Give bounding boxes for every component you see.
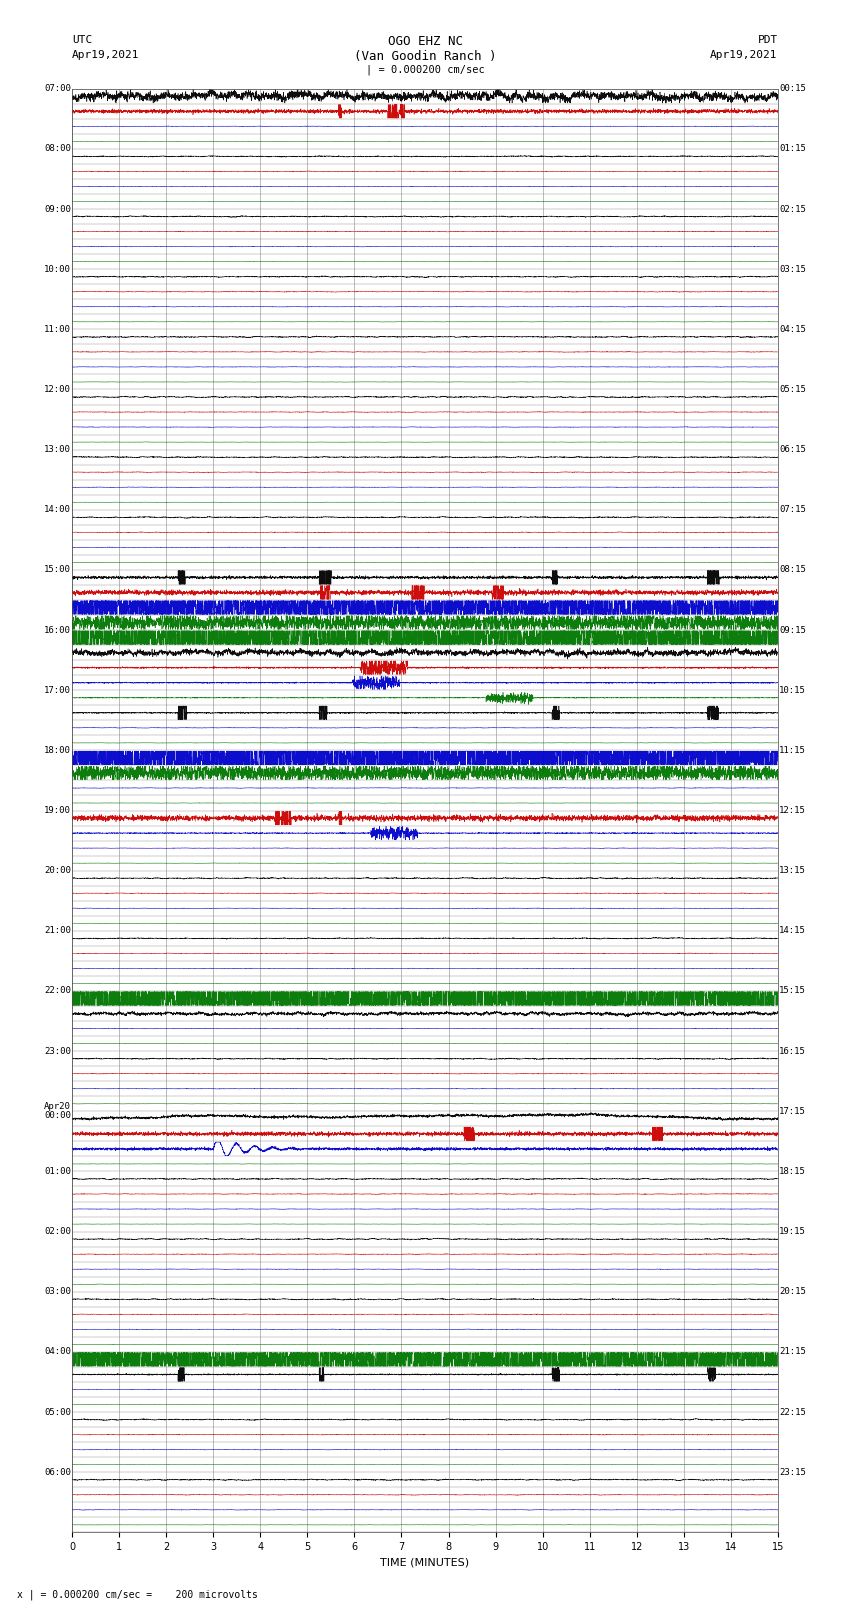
Text: 09:00: 09:00 xyxy=(44,205,71,213)
Text: 08:15: 08:15 xyxy=(779,566,806,574)
Text: 19:15: 19:15 xyxy=(779,1227,806,1236)
Text: 00:15: 00:15 xyxy=(779,84,806,94)
Text: 03:15: 03:15 xyxy=(779,265,806,274)
Text: 16:15: 16:15 xyxy=(779,1047,806,1055)
Text: 11:15: 11:15 xyxy=(779,745,806,755)
Text: (Van Goodin Ranch ): (Van Goodin Ranch ) xyxy=(354,50,496,63)
Text: 18:15: 18:15 xyxy=(779,1166,806,1176)
Text: 23:15: 23:15 xyxy=(779,1468,806,1476)
Text: 03:00: 03:00 xyxy=(44,1287,71,1297)
Text: 22:00: 22:00 xyxy=(44,987,71,995)
Text: 04:00: 04:00 xyxy=(44,1347,71,1357)
Text: Apr19,2021: Apr19,2021 xyxy=(711,50,778,60)
Text: 13:00: 13:00 xyxy=(44,445,71,455)
Text: 15:15: 15:15 xyxy=(779,987,806,995)
Text: 11:00: 11:00 xyxy=(44,324,71,334)
Text: 21:15: 21:15 xyxy=(779,1347,806,1357)
Text: 20:15: 20:15 xyxy=(779,1287,806,1297)
Text: PDT: PDT xyxy=(757,35,778,45)
Text: 01:15: 01:15 xyxy=(779,145,806,153)
Text: 06:00: 06:00 xyxy=(44,1468,71,1476)
Text: 02:00: 02:00 xyxy=(44,1227,71,1236)
Text: 14:00: 14:00 xyxy=(44,505,71,515)
Text: 08:00: 08:00 xyxy=(44,145,71,153)
Text: 12:15: 12:15 xyxy=(779,806,806,815)
Text: 05:00: 05:00 xyxy=(44,1408,71,1416)
Text: 01:00: 01:00 xyxy=(44,1166,71,1176)
Text: 23:00: 23:00 xyxy=(44,1047,71,1055)
Text: Apr19,2021: Apr19,2021 xyxy=(72,50,139,60)
Text: 15:00: 15:00 xyxy=(44,566,71,574)
Text: 20:00: 20:00 xyxy=(44,866,71,876)
Text: 04:15: 04:15 xyxy=(779,324,806,334)
Text: 07:15: 07:15 xyxy=(779,505,806,515)
Text: 16:00: 16:00 xyxy=(44,626,71,634)
Text: 02:15: 02:15 xyxy=(779,205,806,213)
Text: OGO EHZ NC: OGO EHZ NC xyxy=(388,35,462,48)
Text: 12:00: 12:00 xyxy=(44,386,71,394)
Text: x | = 0.000200 cm/sec =    200 microvolts: x | = 0.000200 cm/sec = 200 microvolts xyxy=(17,1589,258,1600)
Text: 21:00: 21:00 xyxy=(44,926,71,936)
Text: | = 0.000200 cm/sec: | = 0.000200 cm/sec xyxy=(366,65,484,76)
Text: 06:15: 06:15 xyxy=(779,445,806,455)
Text: UTC: UTC xyxy=(72,35,93,45)
Text: 17:15: 17:15 xyxy=(779,1107,806,1116)
Text: 10:00: 10:00 xyxy=(44,265,71,274)
Text: 00:00: 00:00 xyxy=(44,1111,71,1121)
Text: 09:15: 09:15 xyxy=(779,626,806,634)
X-axis label: TIME (MINUTES): TIME (MINUTES) xyxy=(381,1558,469,1568)
Text: Apr20: Apr20 xyxy=(44,1102,71,1111)
Text: 05:15: 05:15 xyxy=(779,386,806,394)
Text: 18:00: 18:00 xyxy=(44,745,71,755)
Text: 07:00: 07:00 xyxy=(44,84,71,94)
Text: 17:00: 17:00 xyxy=(44,686,71,695)
Text: 13:15: 13:15 xyxy=(779,866,806,876)
Text: 19:00: 19:00 xyxy=(44,806,71,815)
Text: 10:15: 10:15 xyxy=(779,686,806,695)
Text: 22:15: 22:15 xyxy=(779,1408,806,1416)
Text: 14:15: 14:15 xyxy=(779,926,806,936)
